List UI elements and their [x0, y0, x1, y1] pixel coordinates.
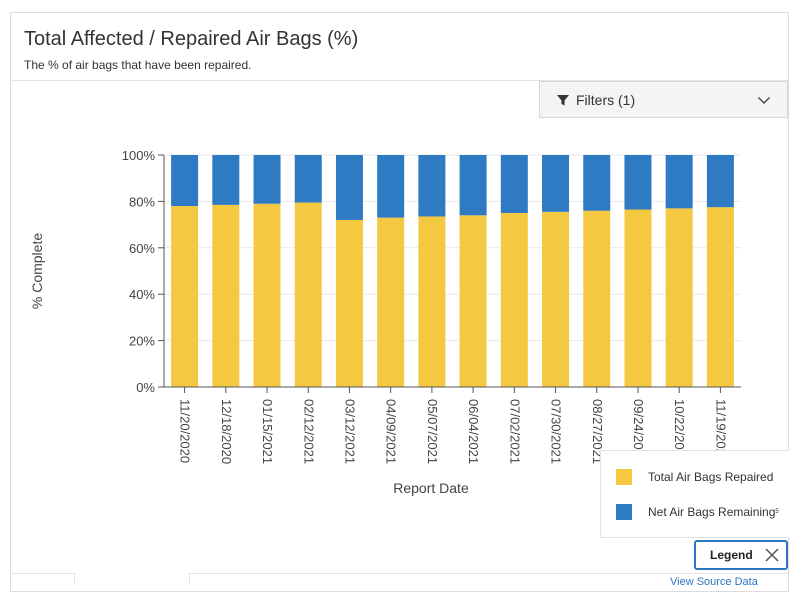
legend-toggle-label: Legend [710, 548, 753, 562]
filters-label: Filters (1) [576, 91, 636, 108]
bar-repaired[interactable] [377, 217, 405, 387]
x-tick-label: 08/27/2021 [590, 399, 605, 464]
y-tick-label: 40% [129, 287, 155, 302]
bar-remaining[interactable] [624, 155, 652, 210]
x-tick-label: 01/15/2021 [260, 399, 275, 464]
bar-repaired[interactable] [171, 206, 199, 387]
bar-repaired[interactable] [665, 208, 693, 387]
bar-remaining[interactable] [542, 155, 570, 212]
bar-repaired[interactable] [335, 219, 363, 387]
bar-remaining[interactable] [665, 155, 693, 209]
legend-item-repaired: Total Air Bags Repaired [616, 469, 773, 485]
x-tick-label: 11/20/2020 [178, 399, 193, 463]
x-tick-label: 02/12/2021 [301, 399, 316, 464]
bar-remaining[interactable] [500, 155, 528, 213]
bar-repaired[interactable] [459, 215, 487, 387]
bottom-tab[interactable] [74, 573, 190, 583]
x-tick-label: 07/30/2021 [549, 399, 564, 464]
x-tick-label: 05/07/2021 [425, 399, 440, 464]
bar-repaired[interactable] [253, 203, 281, 387]
x-axis-label: Report Date [393, 480, 469, 496]
header-divider [11, 80, 788, 81]
bar-remaining[interactable] [459, 155, 487, 216]
x-axis-ticks: 11/20/2020 12/18/2020 01/15/2021 02/12/2021… [178, 387, 728, 464]
y-tick-label: 20% [129, 334, 155, 349]
grid-lines [164, 154, 741, 388]
chart-title: Total Affected / Repaired Air Bags (%) [24, 28, 359, 50]
bar-remaining[interactable] [171, 155, 199, 207]
legend-swatch-remaining [616, 504, 632, 520]
bar-repaired[interactable] [542, 211, 570, 387]
view-source-data-link[interactable]: View Source Data [670, 576, 758, 588]
legend-swatch-repaired [616, 469, 632, 485]
bar-repaired[interactable] [500, 213, 528, 387]
bar-remaining[interactable] [294, 155, 322, 203]
y-tick-label: 60% [129, 241, 155, 256]
bar-remaining[interactable] [253, 155, 281, 204]
legend-label-repaired: Total Air Bags Repaired [648, 470, 774, 484]
bottom-divider [11, 573, 788, 574]
bar-repaired[interactable] [212, 204, 240, 387]
filters-dropdown[interactable]: Filters (1) [539, 81, 788, 118]
y-tick-label: 0% [136, 380, 155, 395]
legend-footnote: 5 [775, 509, 779, 515]
bar-repaired[interactable] [583, 210, 611, 387]
x-tick-label: 06/04/2021 [466, 399, 481, 464]
close-icon [765, 548, 779, 562]
bar-remaining[interactable] [212, 155, 240, 205]
legend-panel: Total Air Bags Repaired Net Air Bags Rem… [600, 450, 789, 538]
y-tick-label: 100% [122, 148, 156, 163]
x-tick-label: 09/24/2021 [631, 399, 646, 464]
y-axis-label: % Complete [29, 233, 45, 309]
x-tick-label: 10/22/2021 [672, 399, 687, 464]
chart-subtitle: The % of air bags that have been repaire… [24, 58, 252, 72]
bar-remaining[interactable] [377, 155, 405, 218]
legend-label-remaining: Net Air Bags Remaining [648, 505, 776, 519]
x-tick-label: 04/09/2021 [384, 399, 399, 464]
y-axis-ticks: 0% 20% 40% 60% 80% 100% [122, 148, 741, 395]
bar-repaired[interactable] [418, 216, 446, 387]
bar-repaired[interactable] [624, 209, 652, 387]
bar-repaired[interactable] [706, 207, 734, 387]
x-tick-label: 07/02/2021 [507, 399, 522, 464]
y-tick-label: 80% [129, 194, 155, 209]
bar-remaining[interactable] [418, 155, 446, 217]
legend-item-remaining: Net Air Bags Remaining 5 [616, 504, 779, 520]
x-tick-label: 12/18/2020 [219, 399, 234, 464]
bar-repaired[interactable] [294, 202, 322, 387]
x-tick-label: 11/19/2021 [713, 399, 728, 463]
legend-toggle-button[interactable]: Legend [694, 540, 788, 570]
chevron-down-icon [758, 96, 770, 104]
bar-remaining[interactable] [335, 155, 363, 220]
bar-remaining[interactable] [706, 155, 734, 208]
funnel-icon [557, 94, 569, 105]
x-tick-label: 03/12/2021 [342, 399, 357, 464]
bars [171, 155, 734, 387]
bar-remaining[interactable] [583, 155, 611, 211]
